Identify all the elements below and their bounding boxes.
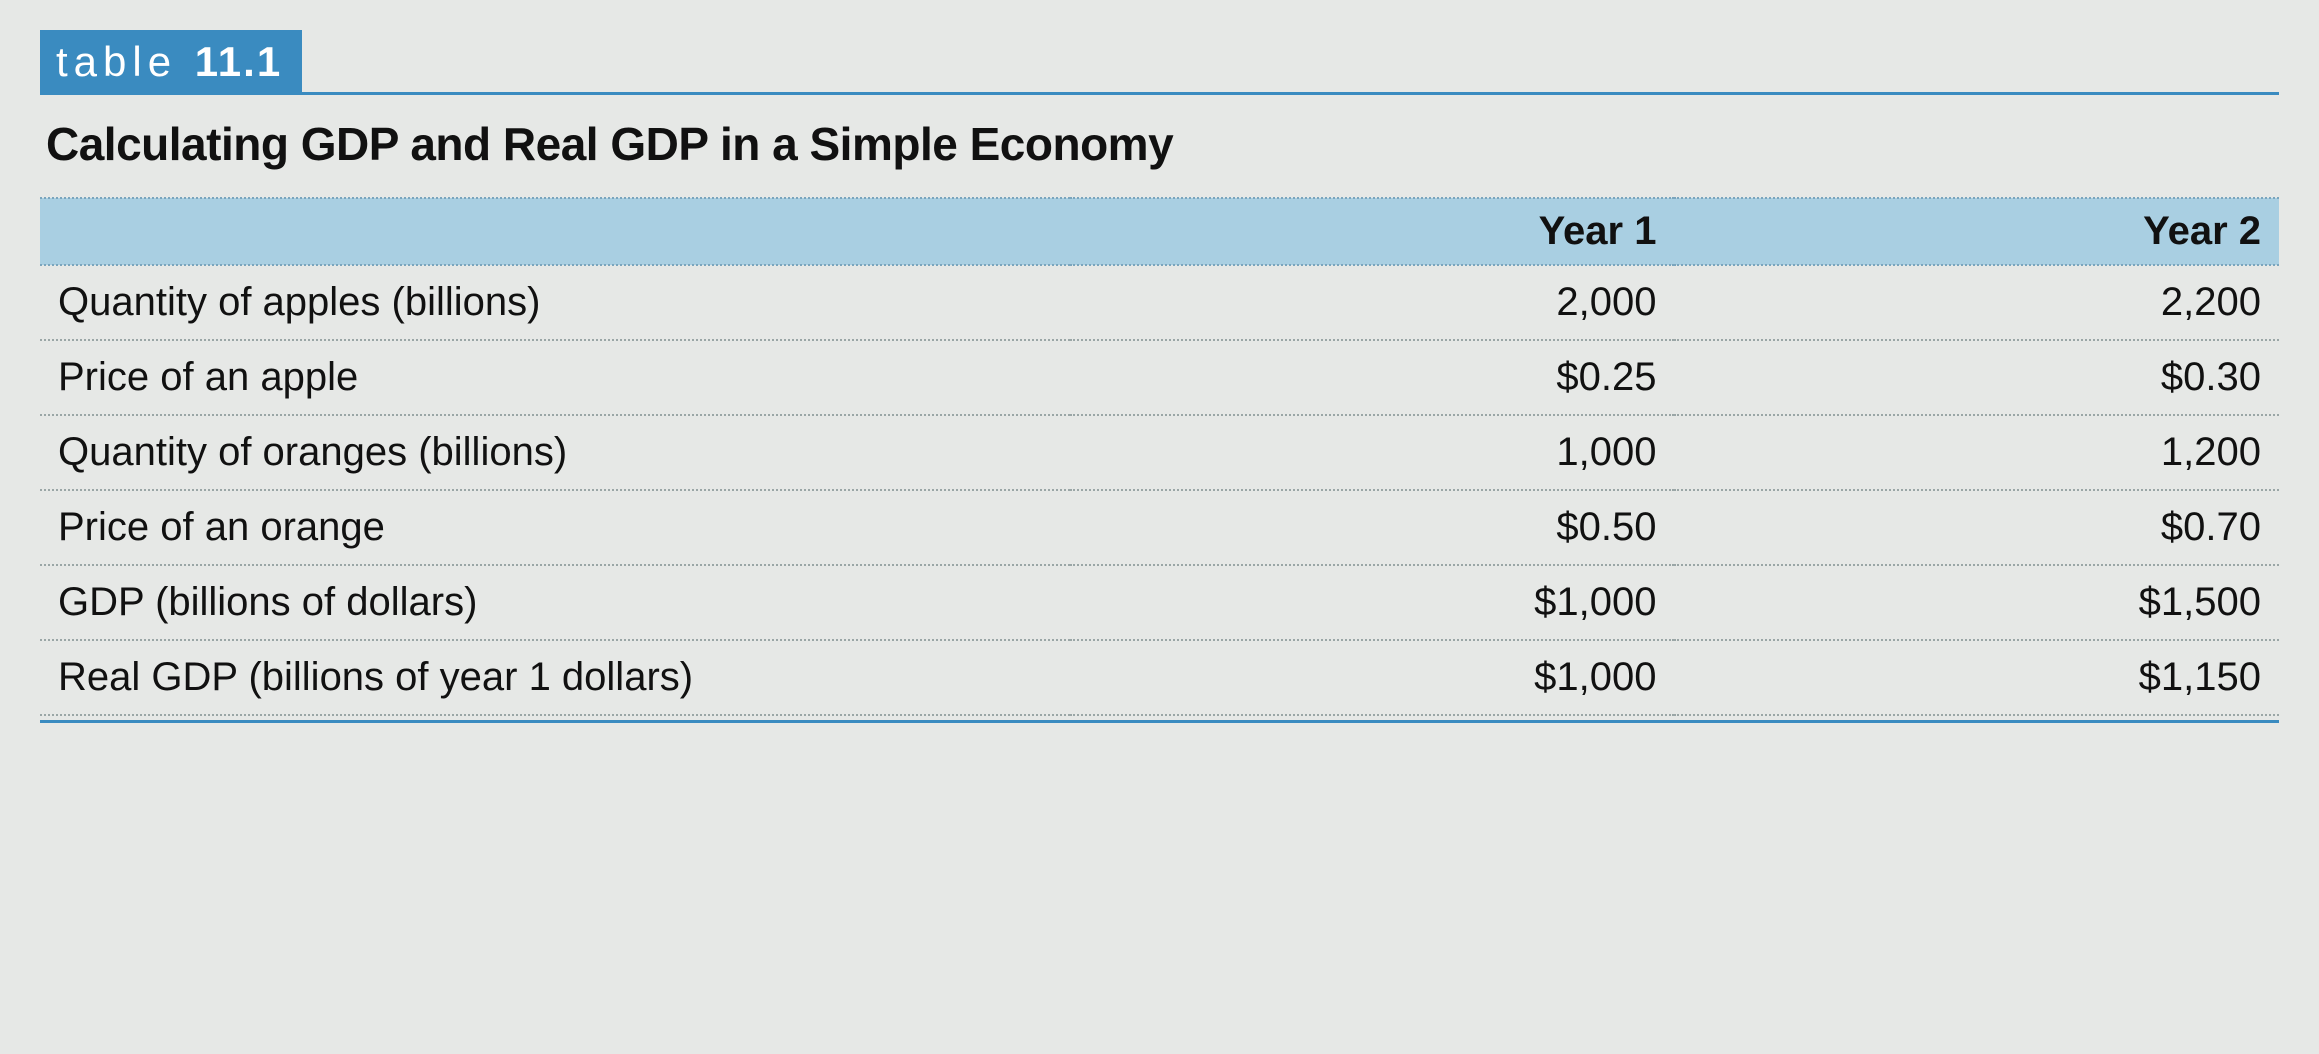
table-row: GDP (billions of dollars) $1,000 $1,500	[40, 565, 2279, 640]
year2-cell: $0.70	[1674, 490, 2279, 565]
table-label-number: 11.1	[195, 38, 282, 85]
year2-cell: $1,150	[1674, 640, 2279, 715]
table-row: Real GDP (billions of year 1 dollars) $1…	[40, 640, 2279, 715]
table-row: Quantity of oranges (billions) 1,000 1,2…	[40, 415, 2279, 490]
year1-cell: 2,000	[1070, 265, 1675, 340]
metric-cell: Real GDP (billions of year 1 dollars)	[40, 640, 1070, 715]
year1-cell: 1,000	[1070, 415, 1675, 490]
table-header-row: Year 1 Year 2	[40, 198, 2279, 265]
year1-cell: $1,000	[1070, 640, 1675, 715]
year2-cell: 2,200	[1674, 265, 2279, 340]
table-row: Price of an apple $0.25 $0.30	[40, 340, 2279, 415]
top-rule	[40, 92, 2279, 95]
table-row: Quantity of apples (billions) 2,000 2,20…	[40, 265, 2279, 340]
col-header-year2: Year 2	[1674, 198, 2279, 265]
bottom-rule	[40, 720, 2279, 723]
year1-cell: $0.25	[1070, 340, 1675, 415]
metric-cell: Price of an orange	[40, 490, 1070, 565]
year1-cell: $0.50	[1070, 490, 1675, 565]
gdp-table: Year 1 Year 2 Quantity of apples (billio…	[40, 197, 2279, 716]
col-header-blank	[40, 198, 1070, 265]
metric-cell: Quantity of apples (billions)	[40, 265, 1070, 340]
metric-cell: GDP (billions of dollars)	[40, 565, 1070, 640]
year1-cell: $1,000	[1070, 565, 1675, 640]
table-title: Calculating GDP and Real GDP in a Simple…	[46, 117, 2279, 171]
year2-cell: 1,200	[1674, 415, 2279, 490]
table-label-badge: table 11.1	[40, 30, 302, 94]
year2-cell: $0.30	[1674, 340, 2279, 415]
table-row: Price of an orange $0.50 $0.70	[40, 490, 2279, 565]
table-label-prefix: table	[56, 38, 177, 85]
col-header-year1: Year 1	[1070, 198, 1675, 265]
metric-cell: Quantity of oranges (billions)	[40, 415, 1070, 490]
year2-cell: $1,500	[1674, 565, 2279, 640]
metric-cell: Price of an apple	[40, 340, 1070, 415]
